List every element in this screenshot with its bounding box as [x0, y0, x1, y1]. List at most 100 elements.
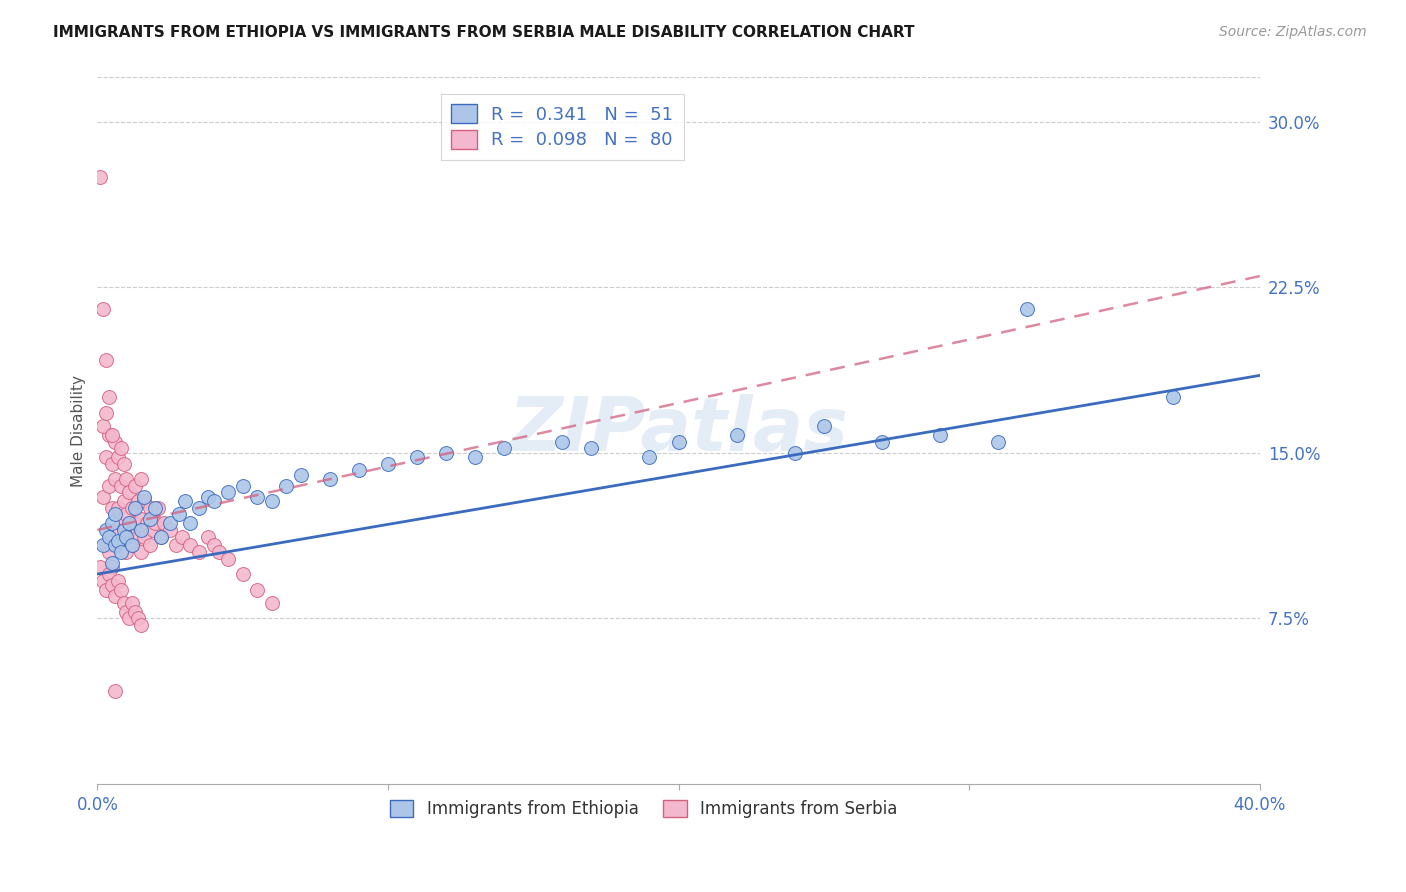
Point	[159, 516, 181, 531]
Point	[104, 684, 127, 698]
Point	[94, 582, 117, 597]
Point	[197, 490, 219, 504]
Point	[101, 556, 124, 570]
Point	[197, 529, 219, 543]
Y-axis label: Male Disability: Male Disability	[72, 375, 86, 487]
Point	[217, 551, 239, 566]
Point	[783, 445, 806, 459]
Point	[232, 567, 254, 582]
Point	[377, 457, 399, 471]
Point	[138, 512, 160, 526]
Point	[929, 428, 952, 442]
Point	[188, 500, 211, 515]
Point	[202, 538, 225, 552]
Point	[91, 490, 114, 504]
Point	[127, 494, 149, 508]
Point	[89, 560, 111, 574]
Point	[98, 529, 121, 543]
Point	[668, 434, 690, 449]
Point	[208, 545, 231, 559]
Point	[104, 472, 127, 486]
Point	[115, 529, 138, 543]
Point	[112, 457, 135, 471]
Point	[107, 450, 129, 464]
Point	[101, 428, 124, 442]
Point	[91, 574, 114, 588]
Point	[112, 596, 135, 610]
Point	[98, 428, 121, 442]
Point	[101, 516, 124, 531]
Point	[145, 516, 167, 531]
Point	[110, 442, 132, 456]
Point	[98, 479, 121, 493]
Point	[98, 567, 121, 582]
Point	[129, 617, 152, 632]
Point	[725, 428, 748, 442]
Point	[115, 545, 138, 559]
Point	[124, 605, 146, 619]
Legend: Immigrants from Ethiopia, Immigrants from Serbia: Immigrants from Ethiopia, Immigrants fro…	[384, 793, 904, 825]
Point	[132, 494, 155, 508]
Point	[94, 406, 117, 420]
Point	[170, 529, 193, 543]
Point	[638, 450, 661, 464]
Point	[129, 545, 152, 559]
Point	[115, 472, 138, 486]
Point	[188, 545, 211, 559]
Point	[581, 442, 603, 456]
Point	[150, 529, 173, 543]
Point	[135, 516, 157, 531]
Point	[260, 494, 283, 508]
Point	[148, 500, 170, 515]
Point	[104, 538, 127, 552]
Point	[110, 516, 132, 531]
Point	[107, 533, 129, 548]
Text: Source: ZipAtlas.com: Source: ZipAtlas.com	[1219, 25, 1367, 39]
Point	[551, 434, 574, 449]
Point	[110, 479, 132, 493]
Point	[464, 450, 486, 464]
Point	[434, 445, 457, 459]
Point	[165, 538, 187, 552]
Point	[138, 538, 160, 552]
Point	[406, 450, 429, 464]
Point	[107, 574, 129, 588]
Point	[118, 523, 141, 537]
Point	[121, 596, 143, 610]
Point	[101, 500, 124, 515]
Point	[124, 500, 146, 515]
Point	[127, 611, 149, 625]
Point	[202, 494, 225, 508]
Point	[115, 605, 138, 619]
Point	[110, 582, 132, 597]
Point	[173, 494, 195, 508]
Point	[153, 516, 176, 531]
Point	[121, 500, 143, 515]
Point	[98, 391, 121, 405]
Point	[132, 490, 155, 504]
Point	[107, 500, 129, 515]
Point	[167, 508, 190, 522]
Point	[127, 529, 149, 543]
Point	[101, 578, 124, 592]
Point	[118, 516, 141, 531]
Point	[104, 434, 127, 449]
Point	[94, 523, 117, 537]
Point	[118, 485, 141, 500]
Point	[94, 538, 117, 552]
Point	[870, 434, 893, 449]
Point	[1161, 391, 1184, 405]
Point	[107, 538, 129, 552]
Point	[813, 419, 835, 434]
Point	[142, 523, 165, 537]
Point	[138, 500, 160, 515]
Point	[115, 508, 138, 522]
Point	[121, 538, 143, 552]
Point	[129, 512, 152, 526]
Point	[347, 463, 370, 477]
Point	[290, 467, 312, 482]
Point	[246, 490, 269, 504]
Point	[89, 169, 111, 184]
Point	[101, 457, 124, 471]
Point	[232, 479, 254, 493]
